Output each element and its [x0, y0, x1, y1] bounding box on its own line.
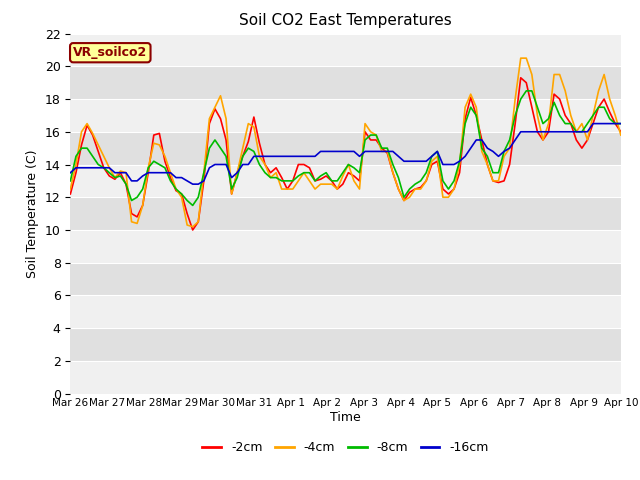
-16cm [600, 120, 608, 126]
-2cm [584, 137, 591, 143]
Bar [70, 263, 621, 295]
-4cm [200, 170, 207, 176]
-8cm [600, 104, 608, 110]
Bar [70, 66, 621, 99]
-4cm [617, 132, 625, 138]
Line: -8cm: -8cm [70, 91, 621, 205]
Bar [70, 99, 621, 132]
-2cm [617, 129, 625, 135]
Bar [70, 295, 621, 328]
Bar [70, 34, 621, 66]
Bar [70, 165, 621, 197]
Text: VR_soilco2: VR_soilco2 [73, 46, 147, 59]
X-axis label: Time: Time [330, 411, 361, 424]
-4cm [189, 224, 196, 229]
-2cm [517, 75, 525, 81]
Bar [70, 197, 621, 230]
-4cm [356, 186, 364, 192]
-2cm [356, 178, 364, 184]
-4cm [600, 72, 608, 77]
-2cm [189, 227, 196, 233]
-16cm [356, 154, 364, 159]
-16cm [400, 158, 408, 164]
Bar [70, 230, 621, 263]
-8cm [584, 120, 591, 126]
-16cm [172, 175, 180, 180]
-4cm [172, 186, 180, 192]
Legend: -2cm, -4cm, -8cm, -16cm: -2cm, -4cm, -8cm, -16cm [197, 436, 494, 459]
-2cm [400, 198, 408, 204]
-4cm [400, 198, 408, 204]
-8cm [356, 170, 364, 176]
-8cm [189, 203, 196, 208]
-2cm [600, 96, 608, 102]
Line: -16cm: -16cm [70, 123, 621, 184]
-8cm [400, 194, 408, 200]
-8cm [522, 88, 530, 94]
-16cm [67, 170, 74, 176]
-16cm [200, 178, 207, 184]
-2cm [172, 188, 180, 193]
Line: -2cm: -2cm [70, 78, 621, 230]
-16cm [589, 120, 597, 126]
-2cm [67, 191, 74, 197]
Y-axis label: Soil Temperature (C): Soil Temperature (C) [26, 149, 39, 278]
-2cm [200, 178, 207, 184]
Bar [70, 328, 621, 361]
Bar [70, 361, 621, 394]
-16cm [578, 129, 586, 135]
-8cm [617, 120, 625, 126]
-16cm [189, 181, 196, 187]
-8cm [200, 170, 207, 176]
-8cm [172, 186, 180, 192]
-4cm [67, 186, 74, 192]
-4cm [517, 55, 525, 61]
Line: -4cm: -4cm [70, 58, 621, 227]
-8cm [67, 178, 74, 184]
-4cm [584, 137, 591, 143]
-16cm [617, 120, 625, 126]
Title: Soil CO2 East Temperatures: Soil CO2 East Temperatures [239, 13, 452, 28]
Bar [70, 132, 621, 165]
